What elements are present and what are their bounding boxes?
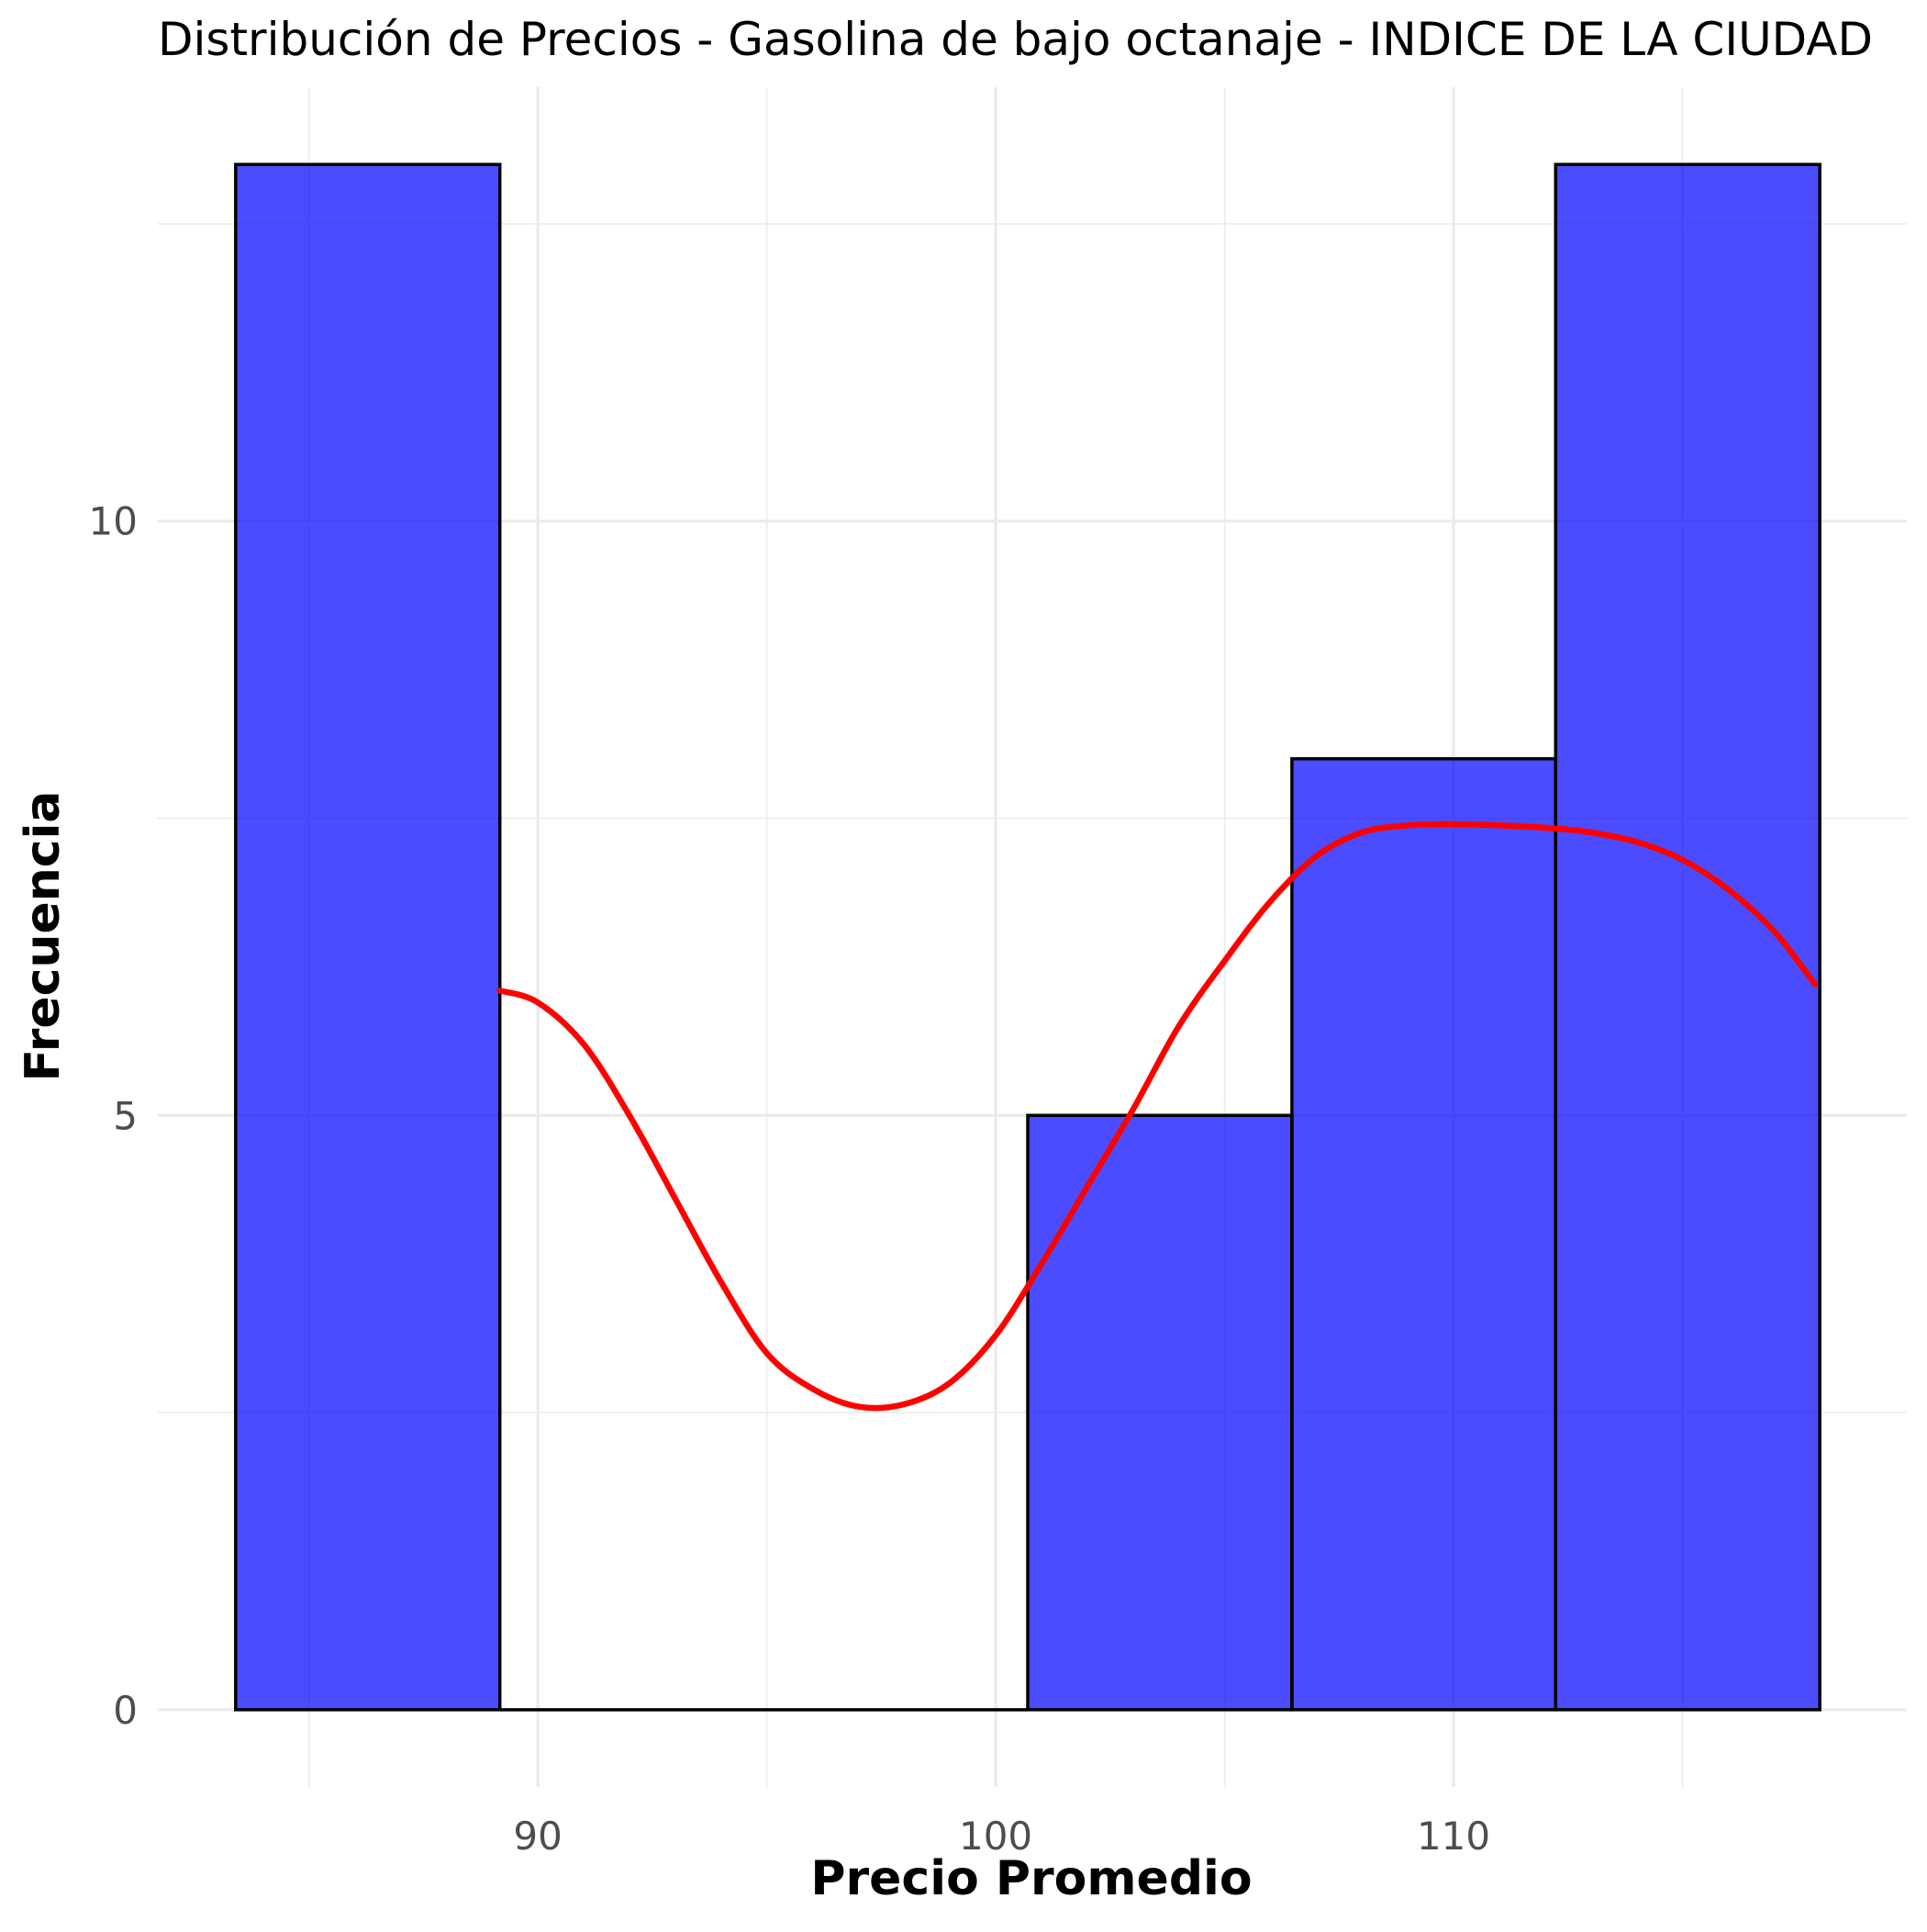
histogram-bar [1290,756,1558,1712]
x-axis-ticks: 90 100 110 [513,1814,1490,1859]
chart-title: Distribución de Precios - Gasolina de ba… [158,13,1873,66]
x-tick-label: 90 [513,1814,562,1859]
density-curve [496,821,1819,1412]
histogram-bar [1026,1113,1294,1712]
x-axis-title: Precio Promedio [810,1851,1252,1906]
y-axis-title: Frecuencia [16,791,71,1082]
y-tick-label: 10 [89,499,138,544]
y-axis-ticks: 0 5 10 [89,499,138,1733]
y-tick-label: 5 [113,1093,138,1138]
density-curve-layer [496,821,1819,1412]
x-tick-label: 100 [959,1814,1032,1859]
bars-layer [234,162,1821,1712]
histogram-bar [234,162,502,1712]
y-tick-label: 0 [113,1688,138,1733]
x-tick-label: 110 [1417,1814,1490,1859]
